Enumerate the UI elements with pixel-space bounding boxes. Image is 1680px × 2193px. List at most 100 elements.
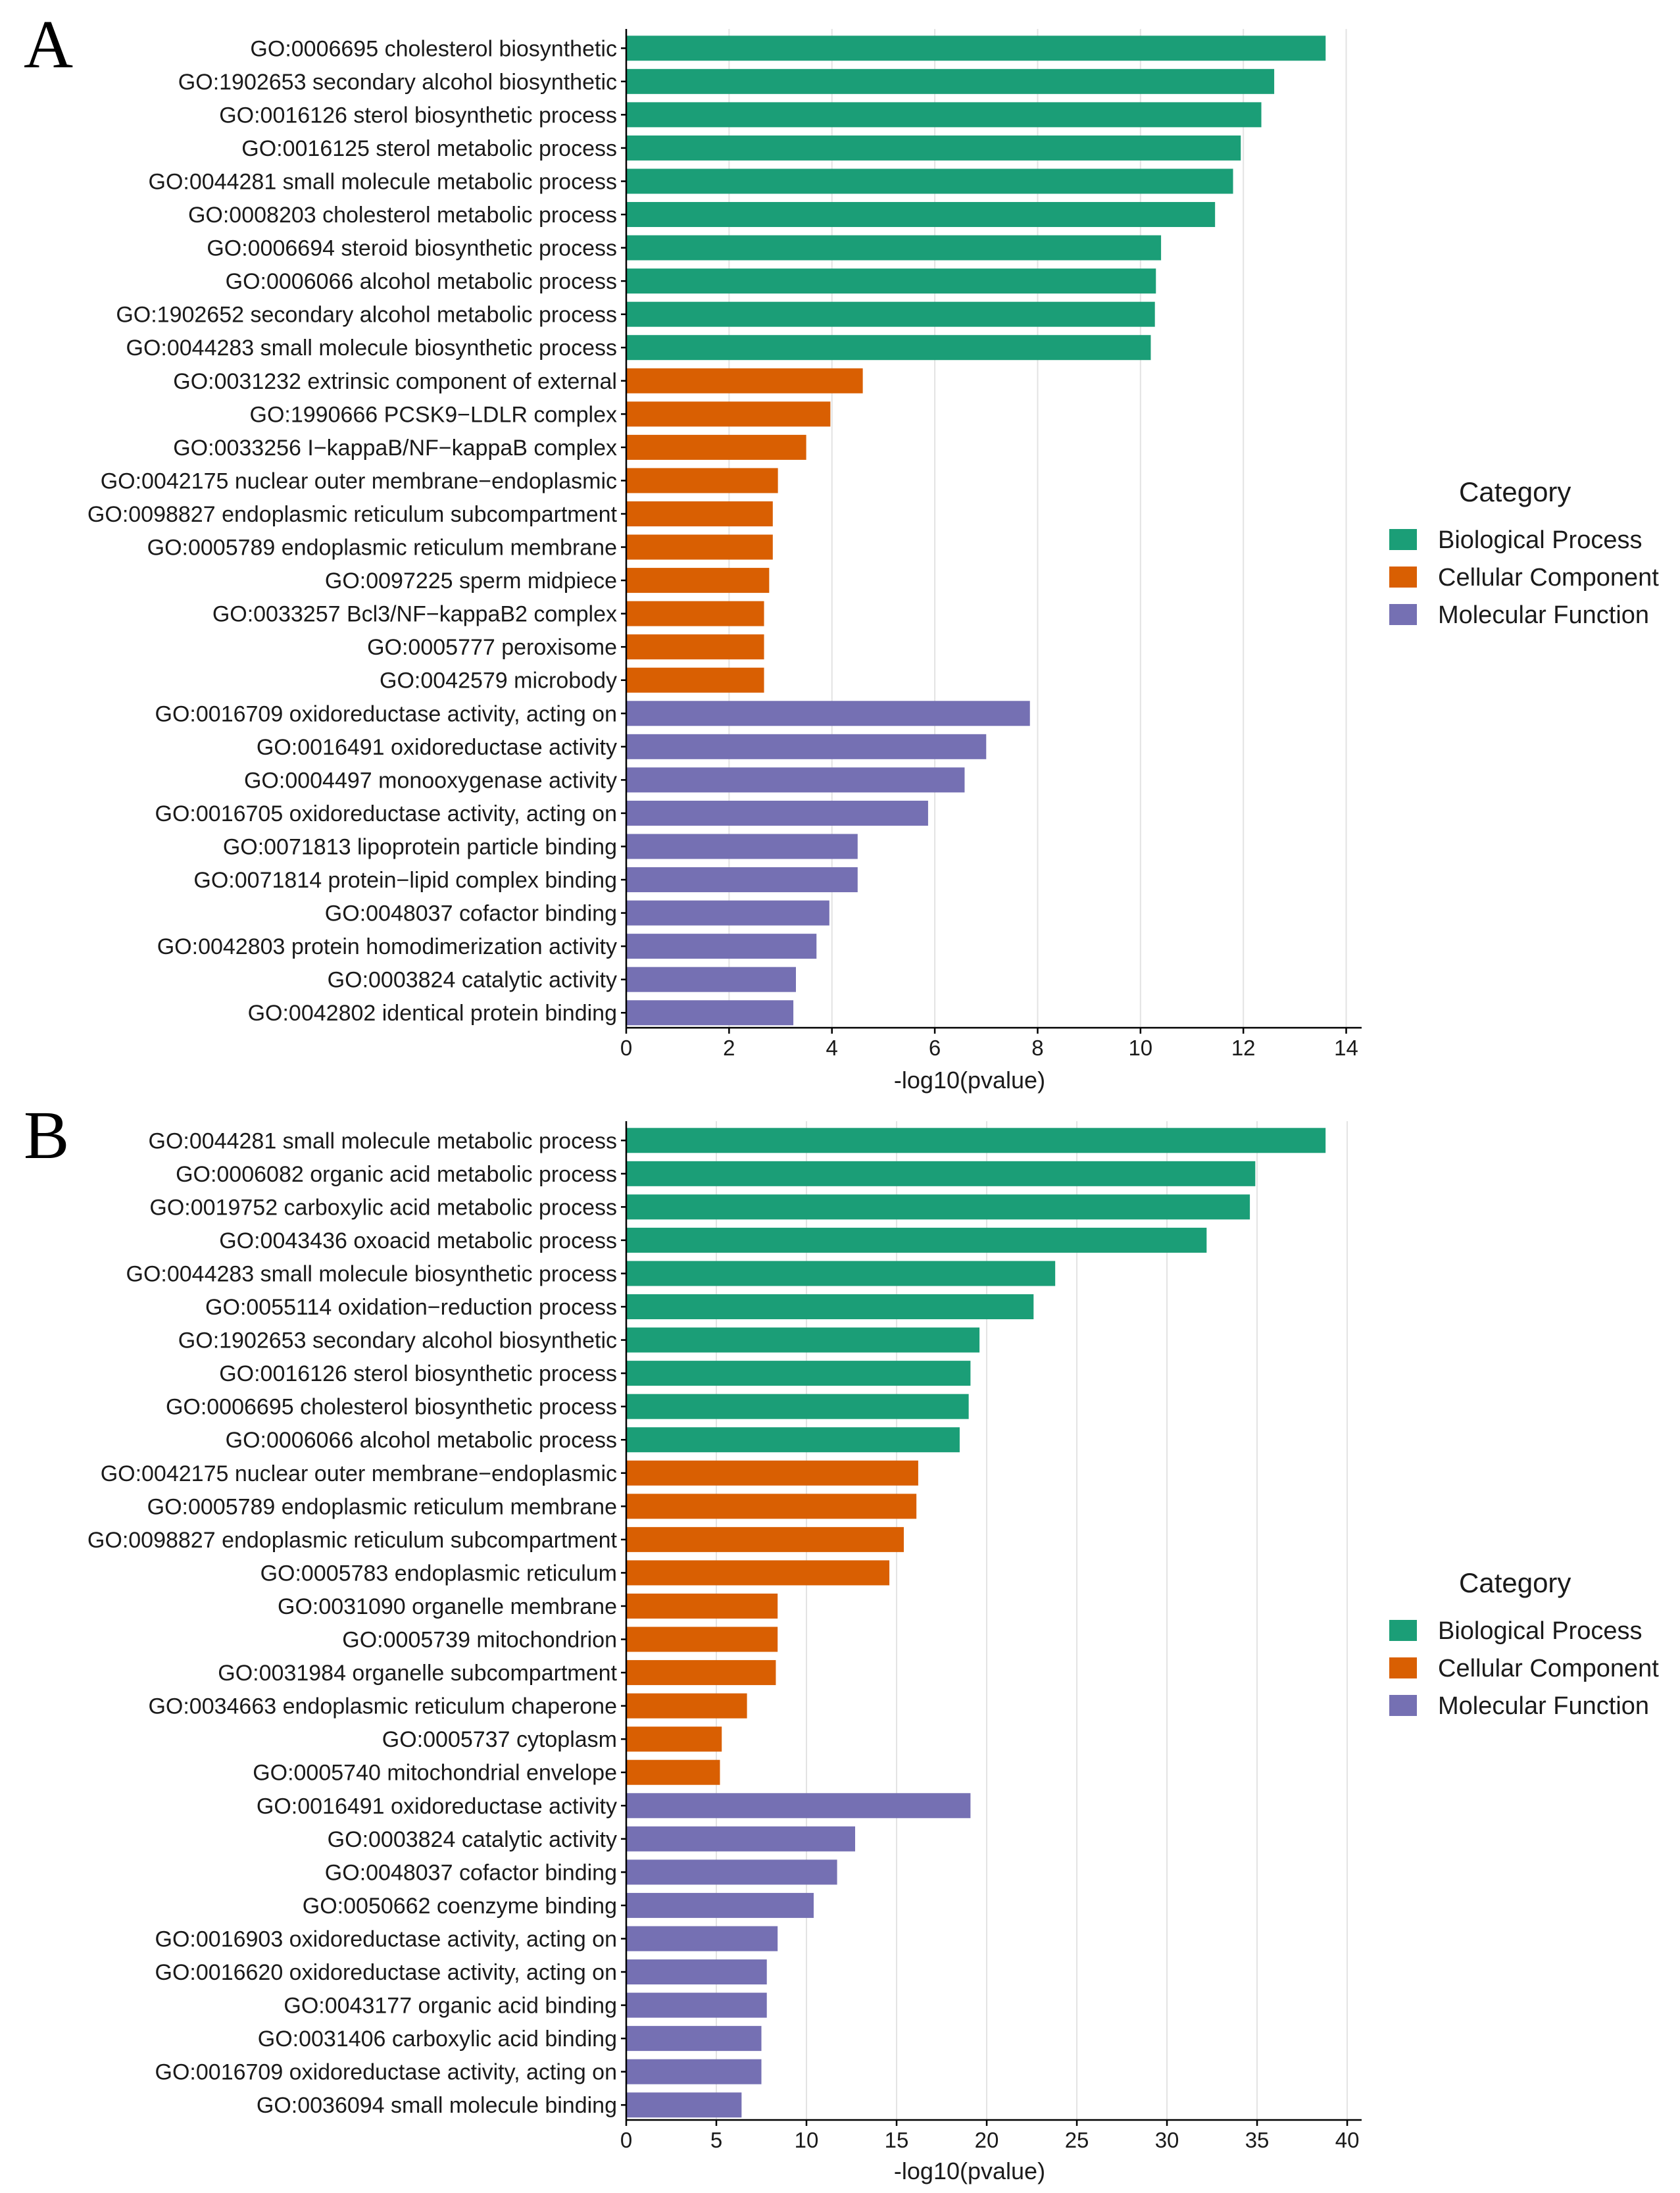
bar — [626, 1261, 1056, 1286]
bar-label: GO:0003824 catalytic activity — [328, 968, 617, 993]
bar-label: GO:0016709 oxidoreductase activity, acti… — [155, 2060, 617, 2085]
bar — [626, 1593, 778, 1619]
x-tick-label: 20 — [975, 2128, 999, 2152]
bar — [626, 36, 1326, 61]
bar — [626, 834, 858, 859]
panel-a-legend: Category Biological Process Cellular Comp… — [1389, 476, 1659, 629]
panel-b: B GO:0044281 small molecule metabolic pr… — [24, 1097, 1659, 2184]
bar-label: GO:0036094 small molecule binding — [257, 2093, 617, 2118]
bar — [626, 701, 1030, 726]
x-tick-label: 2 — [723, 1036, 735, 1060]
bar-label: GO:0016709 oxidoreductase activity, acti… — [155, 701, 617, 726]
panel-a-axes — [621, 29, 1362, 1029]
bar — [626, 1361, 971, 1386]
bar — [626, 501, 773, 526]
bar-label: GO:0031406 carboxylic acid binding — [258, 2027, 617, 2052]
panel-b-label: B — [24, 1097, 69, 1173]
x-tick-label: 0 — [620, 2128, 632, 2152]
bar — [626, 1161, 1256, 1186]
x-tick-label: 6 — [929, 1036, 941, 1060]
bar — [626, 1526, 904, 1552]
bar-label: GO:0006082 organic acid metabolic proces… — [176, 1162, 617, 1187]
x-tick-label: 12 — [1231, 1036, 1256, 1060]
legend-entry: Molecular Function — [1438, 1692, 1649, 1720]
legend-swatch — [1389, 567, 1417, 588]
x-tick-label: 15 — [885, 2128, 909, 2152]
bar — [626, 601, 764, 626]
bar-label: GO:0042175 nuclear outer membrane−endopl… — [101, 1461, 617, 1486]
bar — [626, 2059, 762, 2084]
legend-entry: Cellular Component — [1438, 1655, 1659, 1682]
bar — [626, 301, 1155, 327]
bar-label: GO:0005783 endoplasmic reticulum — [260, 1561, 617, 1586]
legend-entry: Biological Process — [1438, 1617, 1642, 1645]
bar-label: GO:0016125 sterol metabolic process — [241, 136, 617, 161]
x-tick-label: 35 — [1245, 2128, 1270, 2152]
bar — [626, 2092, 742, 2118]
bar-label: GO:0016705 oxidoreductase activity, acti… — [155, 801, 617, 826]
bar-label: GO:0071813 lipoprotein particle binding — [223, 834, 617, 859]
panel-b-legend: Category Biological Process Cellular Comp… — [1389, 1567, 1659, 1720]
bar-label: GO:0004497 monooxygenase activity — [244, 768, 617, 793]
x-tick-label: 14 — [1334, 1036, 1358, 1060]
bar — [626, 867, 858, 893]
bar-label: GO:0044283 small molecule biosynthetic p… — [126, 336, 618, 361]
bar-label: GO:0098827 endoplasmic reticulum subcomp… — [87, 1528, 618, 1553]
x-tick-label: 40 — [1335, 2128, 1360, 2152]
bar — [626, 102, 1262, 128]
bar-label: GO:1902653 secondary alcohol biosyntheti… — [178, 1328, 617, 1353]
bar — [626, 135, 1241, 161]
bar — [626, 1826, 856, 1852]
legend-swatch — [1389, 604, 1417, 625]
bar — [626, 1793, 971, 1819]
bar — [626, 667, 764, 693]
legend-swatch — [1389, 529, 1417, 550]
bar-label: GO:0031984 organelle subcompartment — [218, 1661, 617, 1686]
bar — [626, 235, 1162, 261]
bar — [626, 800, 928, 826]
bar-label: GO:0097225 sperm midpiece — [325, 568, 617, 593]
bar-label: GO:0005777 peroxisome — [367, 635, 617, 660]
bar-label: GO:0071814 protein−lipid complex binding — [193, 868, 617, 893]
bar — [626, 1660, 776, 1686]
bar-label: GO:0042803 protein homodimerization acti… — [157, 934, 617, 959]
bar — [626, 1626, 778, 1652]
panel-a-label: A — [24, 7, 73, 82]
bar-label: GO:0098827 endoplasmic reticulum subcomp… — [87, 502, 618, 527]
legend-entry: Cellular Component — [1438, 564, 1659, 592]
bar — [626, 1494, 917, 1519]
bar-label: GO:0043436 oxoacid metabolic process — [219, 1228, 617, 1253]
panel-a-x-ticks: 0 2 4 6 8 10 12 14 — [620, 1028, 1358, 1060]
bar-label: GO:0019752 carboxylic acid metabolic pro… — [149, 1195, 617, 1220]
bar-label: GO:0031090 organelle membrane — [278, 1594, 617, 1619]
bar — [626, 2026, 762, 2052]
bar-label: GO:0048037 cofactor binding — [325, 901, 617, 926]
bar-label: GO:0006066 alcohol metabolic process — [226, 1428, 617, 1453]
bar-label: GO:0050662 coenzyme binding — [303, 1894, 617, 1919]
bar — [626, 1859, 837, 1885]
bar — [626, 1394, 969, 1419]
x-tick-label: 8 — [1031, 1036, 1043, 1060]
bar — [626, 202, 1216, 228]
bar — [626, 934, 817, 959]
panel-b-bars — [626, 1128, 1326, 2118]
panel-b-axes — [621, 1121, 1362, 2121]
panel-b-bar-labels: GO:0044281 small molecule metabolic proc… — [87, 1128, 618, 2118]
bar — [626, 401, 831, 427]
x-tick-label: 10 — [795, 2128, 819, 2152]
bar-label: GO:0003824 catalytic activity — [328, 1827, 617, 1852]
bar — [626, 1294, 1034, 1320]
panel-b-legend-title: Category — [1459, 1567, 1571, 1598]
x-tick-label: 0 — [620, 1036, 632, 1060]
bar — [626, 1227, 1207, 1253]
bar — [626, 1727, 722, 1752]
bar — [626, 1693, 747, 1719]
x-tick-label: 30 — [1155, 2128, 1179, 2152]
bar-label: GO:1902653 secondary alcohol biosyntheti… — [178, 70, 617, 95]
legend-entry: Molecular Function — [1438, 601, 1649, 629]
bar-label: GO:0044281 small molecule metabolic proc… — [149, 169, 617, 194]
bar-label: GO:0006695 cholesterol biosynthetic proc… — [166, 1395, 617, 1420]
bar — [626, 1194, 1250, 1220]
bar-label: GO:0016126 sterol biosynthetic process — [219, 103, 617, 128]
